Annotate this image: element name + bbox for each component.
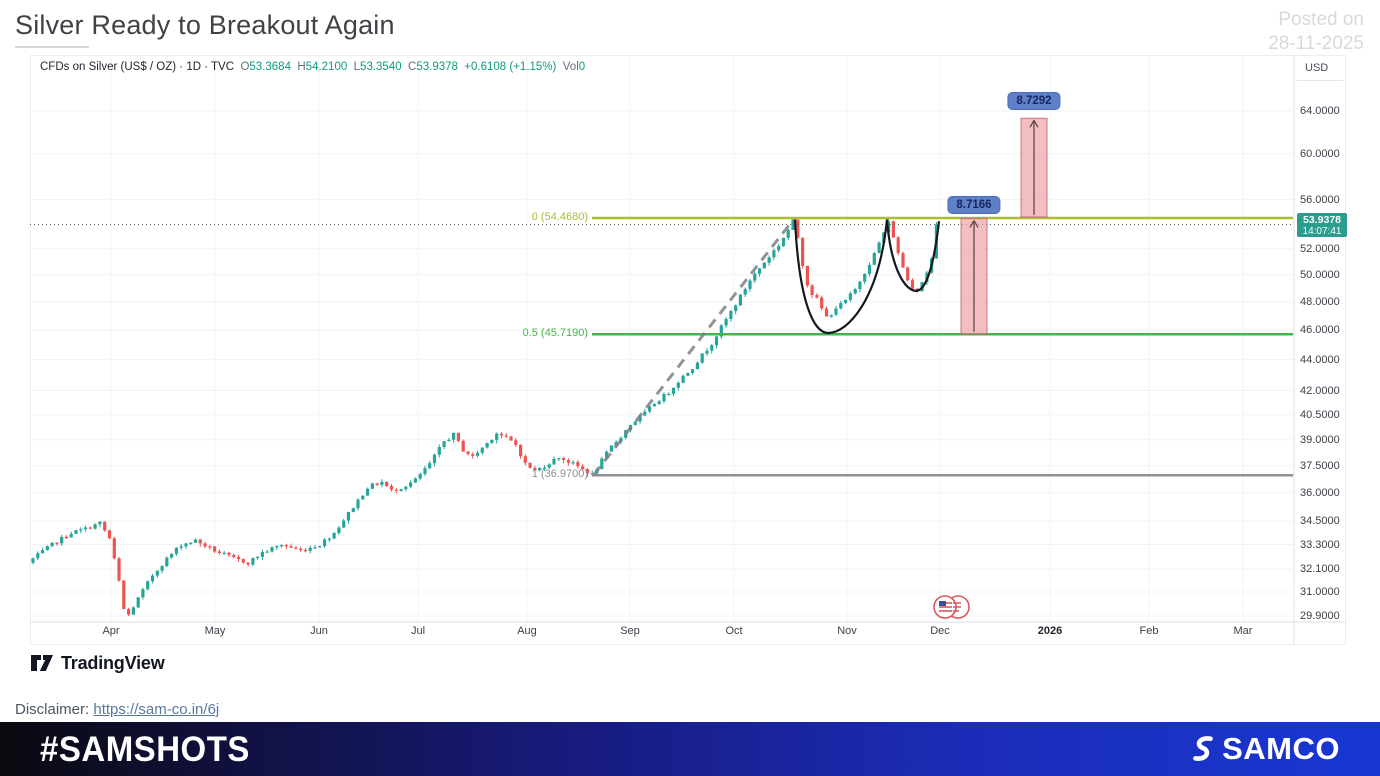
x-axis-month-label: Oct (725, 625, 743, 637)
price-chart-canvas[interactable] (0, 0, 1380, 700)
y-axis-tick-label: 46.0000 (1300, 324, 1340, 337)
x-axis-month-label: Feb (1139, 625, 1159, 637)
x-axis-month-label: Jun (310, 625, 328, 637)
volume-value: 0 (578, 61, 586, 73)
title-underline (15, 46, 89, 48)
y-axis-tick-label: 40.5000 (1300, 408, 1340, 421)
ohlc-high-value: 54.2100 (305, 61, 348, 73)
fib-1-label: 1 (36.9700) (531, 468, 588, 481)
y-axis-tick-label: 34.5000 (1300, 515, 1340, 528)
y-axis-tick-label: 42.0000 (1300, 384, 1340, 397)
ohlc-low-value: 53.3540 (360, 61, 402, 73)
tradingview-logo-text: TradingView (61, 652, 165, 673)
y-axis-tick-label: 37.5000 (1300, 459, 1340, 472)
countdown-timer: 14:07:41 (1302, 225, 1342, 237)
y-axis-tick-label: 44.0000 (1300, 353, 1340, 366)
samco-logo-text: SAMCO (1222, 731, 1340, 766)
ohlc-low-label: L (353, 61, 361, 73)
axis-header-rule (1297, 80, 1343, 81)
chart-symbol-header[interactable]: CFDs on Silver (US$ / OZ) · 1D · TVC O53… (40, 61, 585, 73)
y-axis-tick-label: 60.0000 (1300, 147, 1340, 160)
y-axis-tick-label: 39.0000 (1300, 433, 1340, 446)
fib-0-5-label: 0.5 (45.7190) (522, 327, 588, 340)
x-axis-month-label: Mar (1233, 625, 1253, 637)
x-axis-month-label: Nov (837, 625, 857, 637)
tradingview-attribution[interactable]: TradingView (30, 652, 165, 674)
posted-on-line2: 28-11-2025 (1268, 33, 1364, 54)
tradingview-logo-icon (31, 655, 53, 671)
y-axis-tick-label: 29.9000 (1300, 610, 1340, 623)
y-axis-tick-label: 31.0000 (1300, 586, 1340, 599)
holiday-flag-marker (933, 595, 970, 619)
symbol-title: CFDs on Silver (US$ / OZ) · 1D · TVC (40, 61, 235, 73)
y-axis-tick-label: 48.0000 (1300, 295, 1340, 308)
currency-label: USD (1305, 62, 1329, 74)
price-range-label-2[interactable]: 8.7292 (1007, 92, 1061, 110)
disclaimer-link[interactable]: https://sam-co.in/6j (93, 701, 220, 718)
x-axis-month-label: 2026 (1037, 625, 1063, 637)
x-axis-month-label: May (204, 625, 226, 637)
y-axis-tick-label: 52.0000 (1300, 242, 1340, 255)
change-value: +0.6108 (+1.15%) (464, 61, 557, 73)
y-axis-tick-label: 56.0000 (1300, 193, 1340, 206)
y-axis-tick-label: 32.1000 (1300, 562, 1340, 575)
samco-brand: SAMCO (1188, 731, 1340, 767)
ohlc-close-value: 53.9378 (416, 61, 458, 73)
footer-banner: #SAMSHOTS SAMCO (0, 722, 1380, 776)
cup-and-handle-curve[interactable] (793, 219, 941, 335)
candlestick-series (31, 218, 938, 617)
ohlc-open-label: O (240, 61, 250, 73)
y-axis-tick-label: 64.0000 (1300, 105, 1340, 117)
samshots-hashtag: #SAMSHOTS (40, 728, 250, 769)
y-axis-tick-label: 36.0000 (1300, 486, 1340, 499)
posted-on-line1: Posted on (1278, 9, 1364, 30)
disclaimer-label: Disclaimer: (15, 701, 90, 718)
y-axis-tick-label: 33.3000 (1300, 538, 1340, 551)
trendline-dashed[interactable] (592, 219, 795, 476)
ohlc-open-value: 53.3684 (249, 61, 291, 73)
ohlc-close-label: C (408, 61, 417, 73)
fib-0-label: 0 (54.4680) (531, 211, 588, 224)
samco-logo-icon (1193, 736, 1213, 761)
x-axis-month-label: Jul (410, 625, 426, 637)
last-price-badge: 53.9378 14:07:41 (1297, 212, 1347, 237)
last-price-value: 53.9378 (1303, 213, 1341, 226)
y-axis-tick-label: 50.0000 (1300, 268, 1340, 281)
price-range-label-1[interactable]: 8.7166 (947, 196, 1001, 214)
x-axis-month-label: Apr (102, 625, 120, 637)
posted-on-date: Posted on 28-11-2025 (1268, 8, 1364, 56)
ohlc-high-label: H (297, 61, 306, 73)
x-axis-month-label: Sep (620, 625, 640, 637)
volume-label: Vol (562, 61, 579, 73)
x-axis-month-label: Dec (930, 625, 950, 637)
disclaimer: Disclaimer: https://sam-co.in/6j (15, 701, 219, 718)
gridlines (30, 55, 1293, 622)
page-title: Silver Ready to Breakout Again (15, 10, 395, 40)
x-axis-month-label: Aug (517, 625, 537, 637)
